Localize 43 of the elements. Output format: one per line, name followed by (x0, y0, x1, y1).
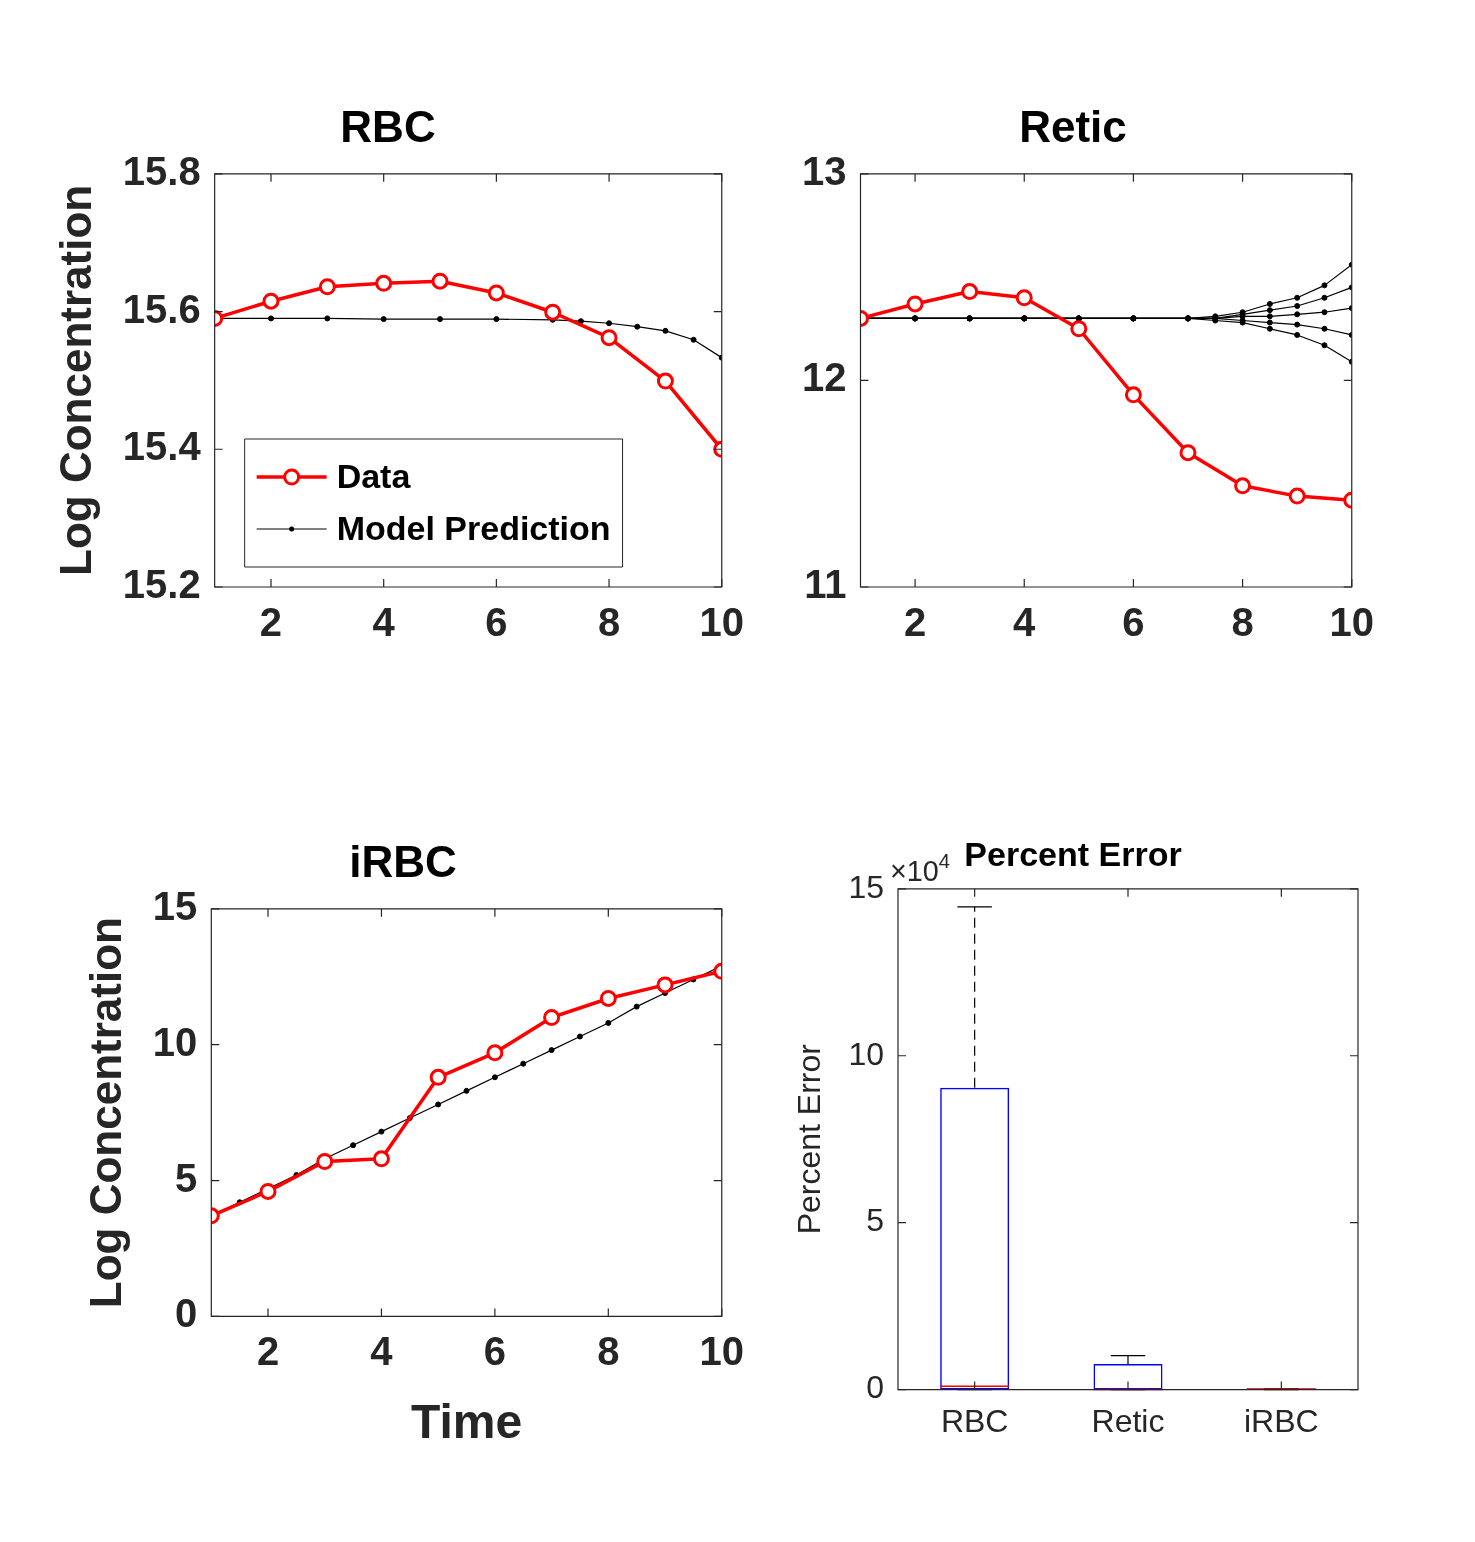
y-tick-label: 15.2 (122, 562, 201, 607)
y-tick-label: 11 (804, 562, 847, 607)
x-tick-label: 10 (699, 600, 744, 645)
x-tick-label: 6 (485, 600, 508, 645)
y-tick-label: 10 (848, 1035, 884, 1072)
x-axis-title: Time (410, 1395, 523, 1449)
x-tick-label: 6 (483, 1329, 507, 1374)
x-tick-label: 2 (256, 1329, 280, 1374)
x-tick-label: Retic (1091, 1402, 1165, 1439)
y-tick-label: 10 (152, 1019, 198, 1064)
x-tick-label: RBC (940, 1402, 1009, 1439)
x-tick-label: 10 (1329, 600, 1374, 645)
legend-label: Data (336, 457, 412, 496)
x-tick-label: 2 (259, 600, 283, 645)
y-axis-title: Percent Error (791, 1043, 828, 1235)
x-tick-label: 10 (699, 1329, 744, 1374)
x-tick-label: 6 (1122, 600, 1145, 645)
y-tick-label: 13 (801, 148, 847, 193)
y-axis-title: Log Concentration (80, 917, 130, 1309)
x-tick-label: 8 (1231, 600, 1254, 645)
chart-title: Percent Error (964, 834, 1182, 873)
y-tick-label: 5 (175, 1155, 198, 1200)
x-tick-label: 8 (597, 600, 621, 645)
x-tick-label: iRBC (1244, 1402, 1319, 1439)
chart-title: Retic (1019, 101, 1127, 151)
x-tick-label: 2 (903, 600, 927, 645)
y-tick-label: 15 (848, 868, 884, 905)
y-tick-label: 0 (866, 1369, 884, 1406)
y-tick-label: 15 (152, 883, 198, 928)
x-tick-label: 4 (372, 600, 396, 645)
y-tick-label: 5 (866, 1202, 884, 1239)
chart-title: RBC (340, 101, 436, 151)
x-tick-label: 8 (597, 1329, 620, 1374)
chart-title: iRBC (349, 836, 457, 886)
y-axis-title: Log Concentration (50, 184, 100, 576)
x-tick-label: 4 (370, 1329, 394, 1374)
y-tick-label: 15.6 (122, 286, 201, 331)
x-tick-label: 4 (1013, 600, 1037, 645)
y-tick-label: 15.8 (122, 148, 201, 193)
y-tick-label: 0 (175, 1291, 198, 1336)
y-tick-label: 15.4 (122, 424, 202, 469)
y-tick-label: 12 (801, 355, 847, 400)
legend-label: Model Prediction (336, 509, 611, 548)
